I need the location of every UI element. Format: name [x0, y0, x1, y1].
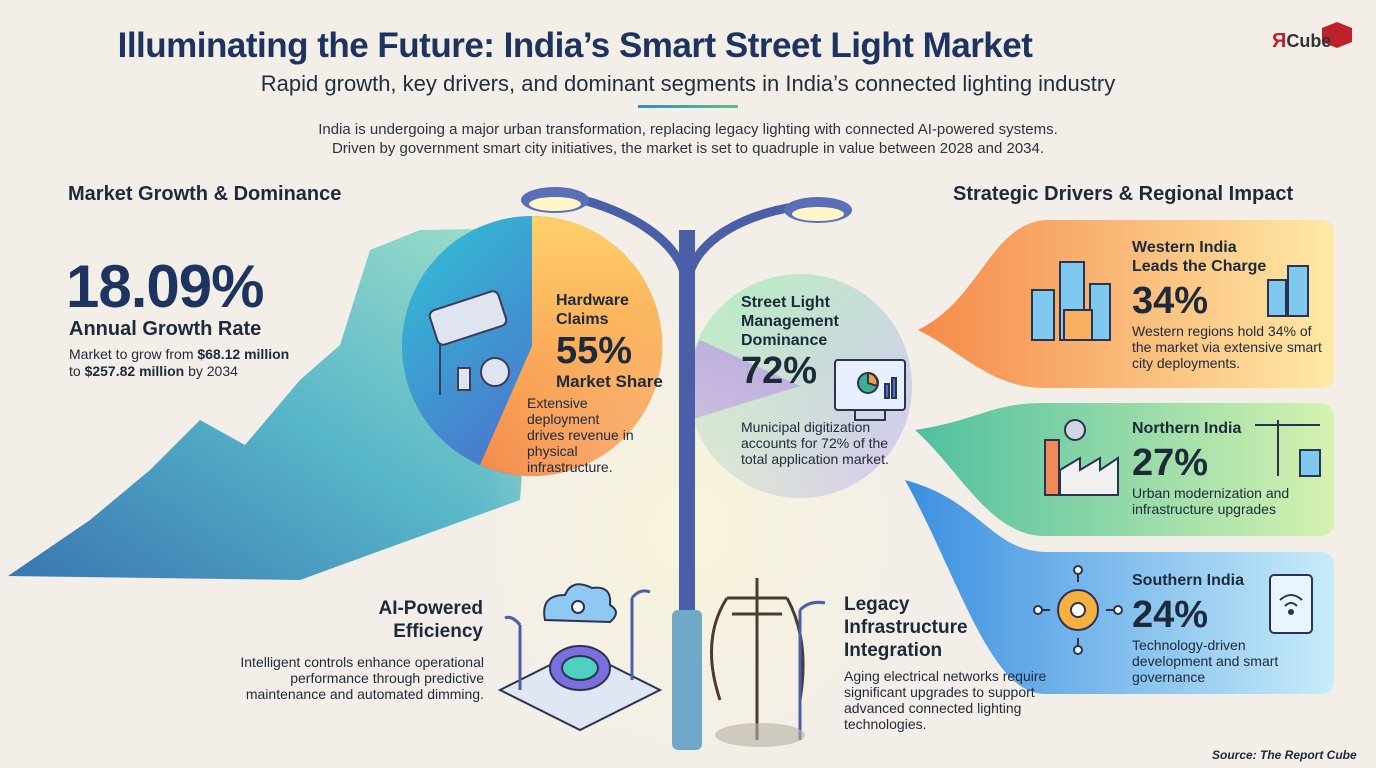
brand-logo: ЯCube: [1272, 30, 1331, 53]
region-western-title: Western India Leads the Charge: [1132, 238, 1322, 276]
growth-rate-value: 18.09%: [66, 253, 264, 320]
hardware-title-line-1: Hardware: [556, 292, 629, 309]
southern-band: [905, 480, 1334, 694]
region-northern: Northern India 27% Urban modernization a…: [1132, 419, 1322, 517]
region-northern-percentage: 27%: [1132, 442, 1209, 484]
left-section-heading: Market Growth & Dominance: [68, 183, 342, 205]
legacy-title-line-3: Integration: [844, 640, 943, 661]
growth-rate-description: Market to grow from $68.12 million to $2…: [69, 346, 289, 380]
hardware-title: Hardware Claims: [556, 291, 629, 329]
region-western: Western India Leads the Charge 34% Weste…: [1132, 238, 1322, 371]
street-light-mgmt-percentage: 72%: [741, 350, 818, 392]
tablet-wifi-icon: [1269, 574, 1313, 634]
logo-text: Cube: [1286, 31, 1332, 51]
region-southern-title: Southern India: [1132, 572, 1244, 589]
region-southern-description: Technology-driven development and smart …: [1132, 637, 1279, 685]
region-southern: Southern India 24% Technology-driven dev…: [1132, 571, 1312, 685]
hardware-percentage: 55%: [556, 330, 633, 372]
brain-chip-icon: [497, 645, 663, 732]
western-band: [918, 220, 1334, 388]
right-section-heading: Strategic Drivers & Regional Impact: [953, 183, 1294, 205]
street-lamp-icon: [521, 187, 852, 750]
title-underline: [638, 105, 738, 108]
hardware-description: Extensive deployment drives revenue in p…: [527, 395, 634, 475]
city-buildings-icon: [1031, 261, 1111, 341]
led-fixture-icon: [428, 290, 510, 395]
growth-desc-mid: to: [69, 363, 85, 379]
ai-efficiency-title: AI-Powered Efficiency: [300, 597, 483, 643]
city-buildings-icon: [1267, 265, 1309, 317]
region-southern-percentage: 24%: [1132, 594, 1209, 636]
ai-title-line-1: AI-Powered: [378, 598, 483, 619]
region-western-description: Western regions hold 34% of the market v…: [1132, 323, 1322, 371]
hardware-title-line-2: Claims: [556, 311, 609, 328]
page-title: Illuminating the Future: India’s Smart S…: [117, 26, 1033, 65]
region-western-title-line-1: Western India: [1132, 239, 1237, 256]
legacy-infrastructure-title: Legacy Infrastructure Integration: [844, 593, 968, 662]
legacy-title-line-2: Infrastructure: [844, 617, 968, 638]
page-subtitle: Rapid growth, key drivers, and dominant …: [260, 71, 1116, 96]
crane-icon: [1255, 420, 1321, 477]
cloud-gear-icon: [543, 583, 617, 624]
ai-efficiency-description: Intelligent controls enhance operational…: [240, 654, 484, 702]
legacy-title-line-1: Legacy: [844, 594, 910, 615]
gear-network-icon: [1033, 565, 1123, 655]
ai-title-line-2: Efficiency: [393, 621, 483, 642]
street-light-mgmt-description: Municipal digitization accounts for 72% …: [741, 419, 889, 467]
intro-line-1: India is undergoing a major urban transf…: [318, 121, 1058, 138]
region-western-percentage: 34%: [1132, 280, 1209, 322]
sl-title-line-2: Management: [741, 313, 839, 330]
sl-title-line-1: Street Light: [741, 294, 830, 311]
region-northern-description: Urban modernization and infrastructure u…: [1132, 485, 1290, 517]
growth-from-value: $68.12 million: [197, 346, 290, 362]
monitor-chart-icon: [834, 359, 906, 421]
northern-band: [915, 403, 1334, 536]
legacy-infrastructure-description: Aging electrical networks require signif…: [844, 668, 1047, 732]
growth-desc-prefix: Market to grow from: [69, 346, 198, 362]
source-credit: Source: The Report Cube: [1212, 748, 1357, 762]
sl-title-line-3: Dominance: [741, 332, 828, 349]
logo-r: Я: [1272, 30, 1287, 52]
intro-line-2: Driven by government smart city initiati…: [331, 140, 1045, 157]
hardware-label: Market Share: [556, 372, 663, 391]
growth-rate-label: Annual Growth Rate: [69, 318, 262, 340]
region-northern-title: Northern India: [1132, 420, 1242, 437]
intro-text: India is undergoing a major urban transf…: [0, 120, 1376, 158]
street-light-mgmt-title: Street Light Management Dominance: [741, 293, 839, 350]
factory-icon: [1044, 419, 1119, 496]
logo-cube-icon: [1322, 22, 1352, 48]
growth-to-value: $257.82 million: [84, 363, 185, 379]
utility-pole-icon: [710, 578, 826, 740]
region-western-title-line-2: Leads the Charge: [1132, 258, 1267, 275]
growth-desc-suffix: by 2034: [184, 363, 238, 379]
